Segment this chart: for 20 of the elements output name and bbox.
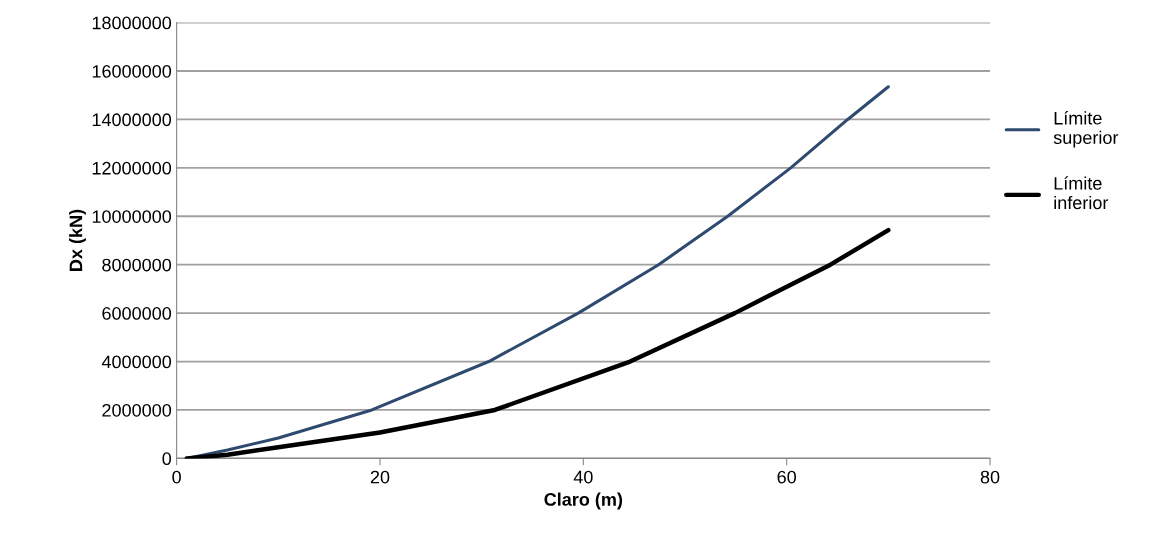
y-tick-label: 8000000 — [102, 258, 172, 272]
legend-label: Límite inferior — [1054, 176, 1109, 210]
y-tick-label: 12000000 — [92, 161, 172, 175]
y-axis-title: Dx (kN) — [69, 209, 86, 271]
legend-label: Límite superior — [1053, 111, 1119, 148]
y-tick-label: 10000000 — [92, 210, 172, 223]
line-series — [184, 227, 891, 459]
y-tick-label: 2000000 — [102, 403, 172, 417]
y-tick-label: 18000000 — [92, 16, 172, 30]
x-tick-label: 0 — [172, 470, 181, 484]
x-axis-title: Claro (m) — [544, 492, 623, 510]
y-tick-label: 0 — [162, 452, 172, 466]
x-tick-label: 60 — [777, 470, 797, 484]
y-tick-label: 16000000 — [92, 64, 172, 78]
x-tick-label: 80 — [980, 470, 1000, 484]
y-tick-label: 4000000 — [101, 355, 172, 369]
x-tick-label: 40 — [573, 470, 593, 484]
y-tick-label: 6000000 — [102, 307, 172, 320]
x-tick-label: 20 — [370, 470, 390, 484]
y-tick-label: 14000000 — [92, 113, 172, 127]
